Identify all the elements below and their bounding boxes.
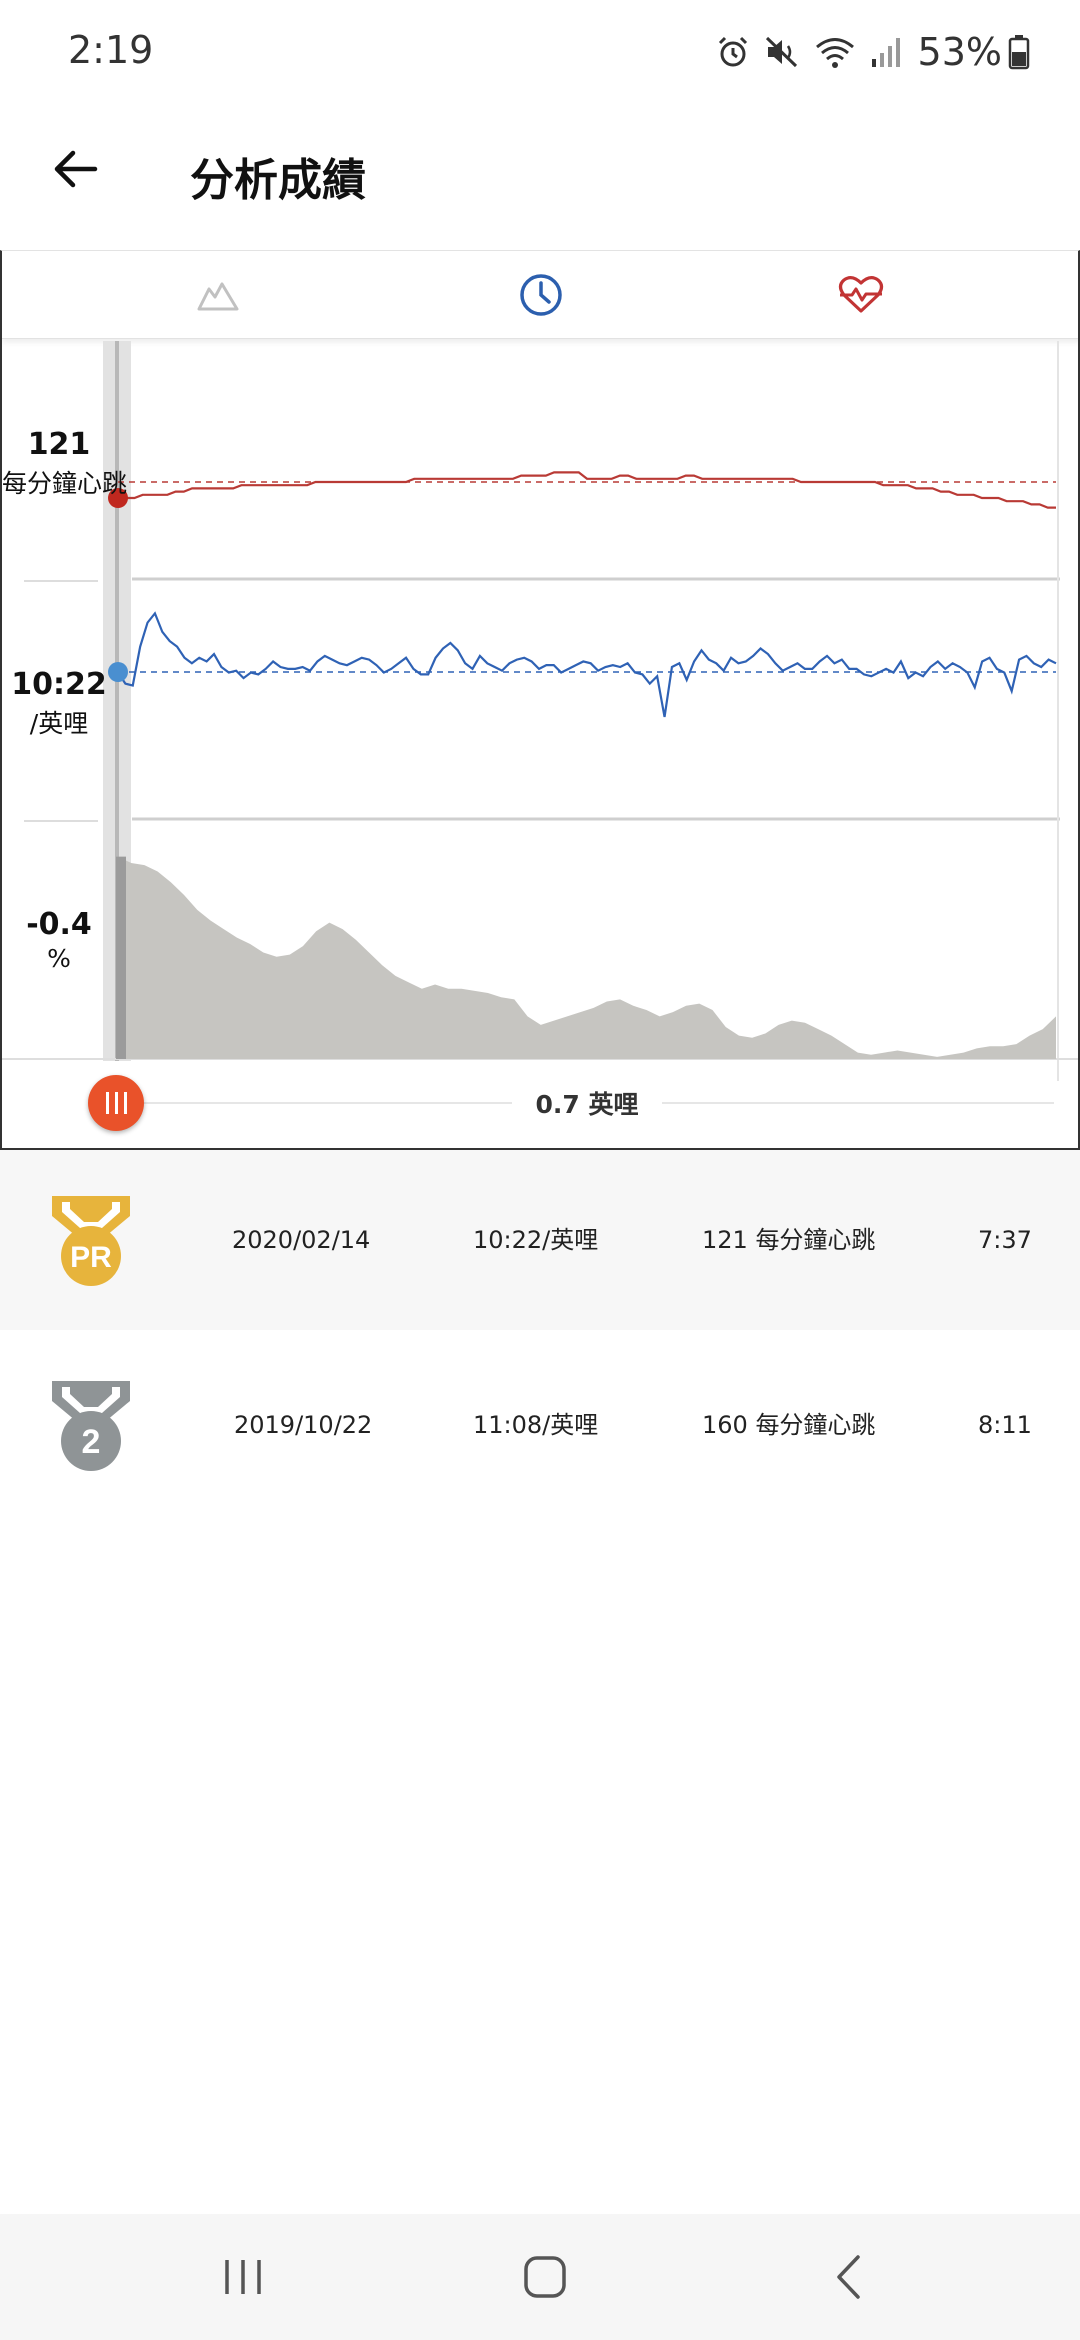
heart-pulse-icon — [838, 276, 884, 313]
heart-rate-unit: 每分鐘心跳 — [2, 469, 128, 498]
back-icon — [837, 2255, 860, 2299]
second-place-medal-icon: 2 — [52, 1381, 130, 1471]
arrow-left-icon — [54, 150, 98, 188]
battery-percentage: 53% — [917, 30, 1002, 74]
scrubber-distance: 0.7 英哩 — [512, 1085, 662, 1121]
grade-value: -0.4 — [26, 907, 92, 942]
scrubber-line — [115, 341, 119, 1061]
heart-rate-axis-label: 121 每分鐘心跳 — [2, 427, 128, 500]
recent-apps-icon — [225, 2260, 261, 2294]
battery-icon — [1008, 35, 1030, 70]
mute-icon — [765, 36, 797, 68]
signal-icon — [871, 38, 900, 67]
result-heart-rate: 160 每分鐘心跳 — [702, 1411, 876, 1439]
result-date: 2020/02/14 — [232, 1226, 371, 1254]
result-row[interactable]: PR 2020/02/14 10:22/英哩 121 每分鐘心跳 7:37 — [0, 1150, 1080, 1330]
result-row[interactable]: 2 2019/10/22 11:08/英哩 160 每分鐘心跳 8:11 — [0, 1335, 1080, 1515]
pr-medal-icon: PR — [52, 1196, 130, 1286]
status-bar: 2:19 53% — [0, 0, 1080, 106]
svg-text:PR: PR — [70, 1241, 112, 1274]
pace-value: 10:22 — [11, 667, 107, 702]
chart-tab-strip — [2, 251, 1078, 339]
scrubber-handle[interactable] — [88, 1075, 144, 1131]
wifi-icon — [815, 38, 854, 68]
svg-text:2: 2 — [82, 1423, 101, 1461]
heart-rate-series-line — [118, 471, 1056, 509]
result-time: 8:11 — [978, 1411, 1032, 1439]
pace-axis-label: 10:22 /英哩 — [2, 667, 116, 740]
result-pace: 11:08/英哩 — [473, 1411, 599, 1439]
elevation-panel — [116, 856, 1056, 1059]
elevation-tab[interactable] — [118, 251, 318, 339]
alarm-icon — [718, 36, 747, 67]
result-heart-rate: 121 每分鐘心跳 — [702, 1226, 876, 1254]
status-time: 2:19 — [68, 28, 154, 72]
home-button[interactable] — [485, 2232, 605, 2322]
app-bar: 分析成績 — [0, 106, 1080, 250]
heart-rate-marker — [108, 488, 128, 508]
clock-icon — [520, 274, 562, 316]
pace-marker — [108, 662, 128, 682]
nav-back-button[interactable] — [788, 2232, 908, 2322]
heart-rate-value: 121 — [27, 427, 91, 462]
heart-rate-panel — [108, 471, 1056, 509]
result-time: 7:37 — [978, 1226, 1032, 1254]
back-button[interactable] — [40, 134, 110, 204]
pace-panel — [108, 611, 1057, 718]
elevation-marker — [116, 856, 126, 1059]
heart-rate-tab[interactable] — [761, 251, 961, 339]
grade-axis-label: -0.4 % — [2, 907, 116, 973]
status-icons: 53% — [702, 26, 1030, 78]
elevation-area — [118, 856, 1056, 1059]
pace-tab[interactable] — [441, 251, 641, 339]
grade-unit: % — [47, 944, 71, 973]
system-nav-bar — [0, 2214, 1080, 2340]
pace-series-line — [117, 611, 1057, 718]
page-title: 分析成績 — [190, 155, 366, 206]
analysis-plot — [2, 341, 1078, 1104]
recent-apps-button[interactable] — [183, 2232, 303, 2322]
result-date: 2019/10/22 — [234, 1411, 373, 1439]
result-pace: 10:22/英哩 — [473, 1226, 599, 1254]
analysis-chart-card: 121 每分鐘心跳 10:22 /英哩 -0.4 % 0.7 英哩 — [0, 250, 1080, 1150]
home-icon — [524, 2256, 566, 2298]
pace-unit: /英哩 — [29, 709, 89, 738]
mountain-icon — [197, 282, 239, 311]
